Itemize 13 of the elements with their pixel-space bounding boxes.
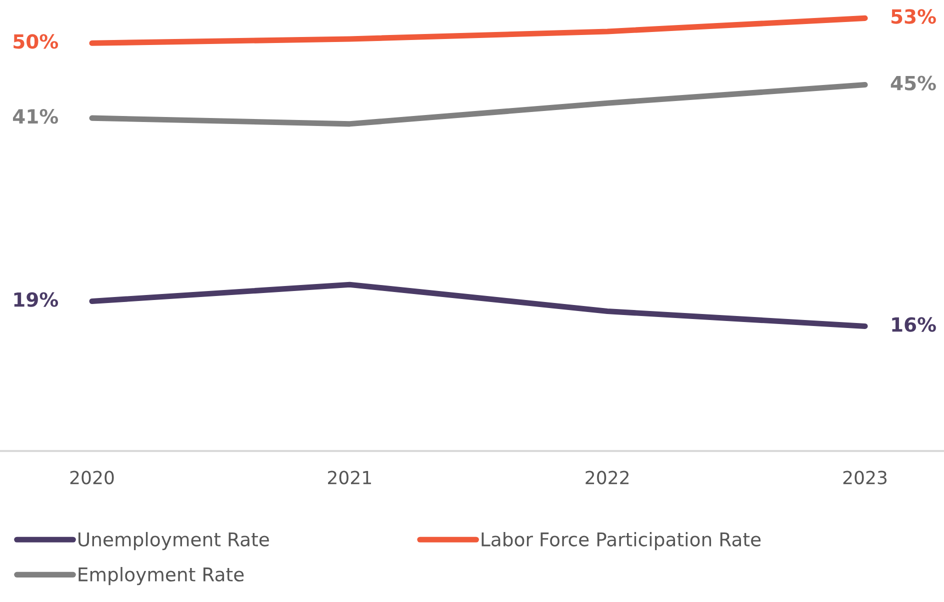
x-tick-label: 2021: [328, 470, 371, 484]
data-label: 50%: [14, 34, 58, 49]
legend-label: Labor Force Participation Rate: [482, 532, 761, 550]
x-tick-label: 2023: [843, 470, 887, 484]
data-label: 45%: [890, 76, 936, 90]
data-label: 19%: [14, 292, 58, 307]
x-tick-label: 2020: [70, 470, 114, 484]
data-label: 53%: [892, 9, 936, 24]
x-tick-label: 2022: [586, 470, 628, 484]
data-label: 41%: [12, 109, 58, 124]
data-label: 16%: [892, 317, 936, 332]
legend-label: Unemployment Rate: [78, 532, 269, 550]
legend-label: Employment Rate: [78, 566, 244, 586]
